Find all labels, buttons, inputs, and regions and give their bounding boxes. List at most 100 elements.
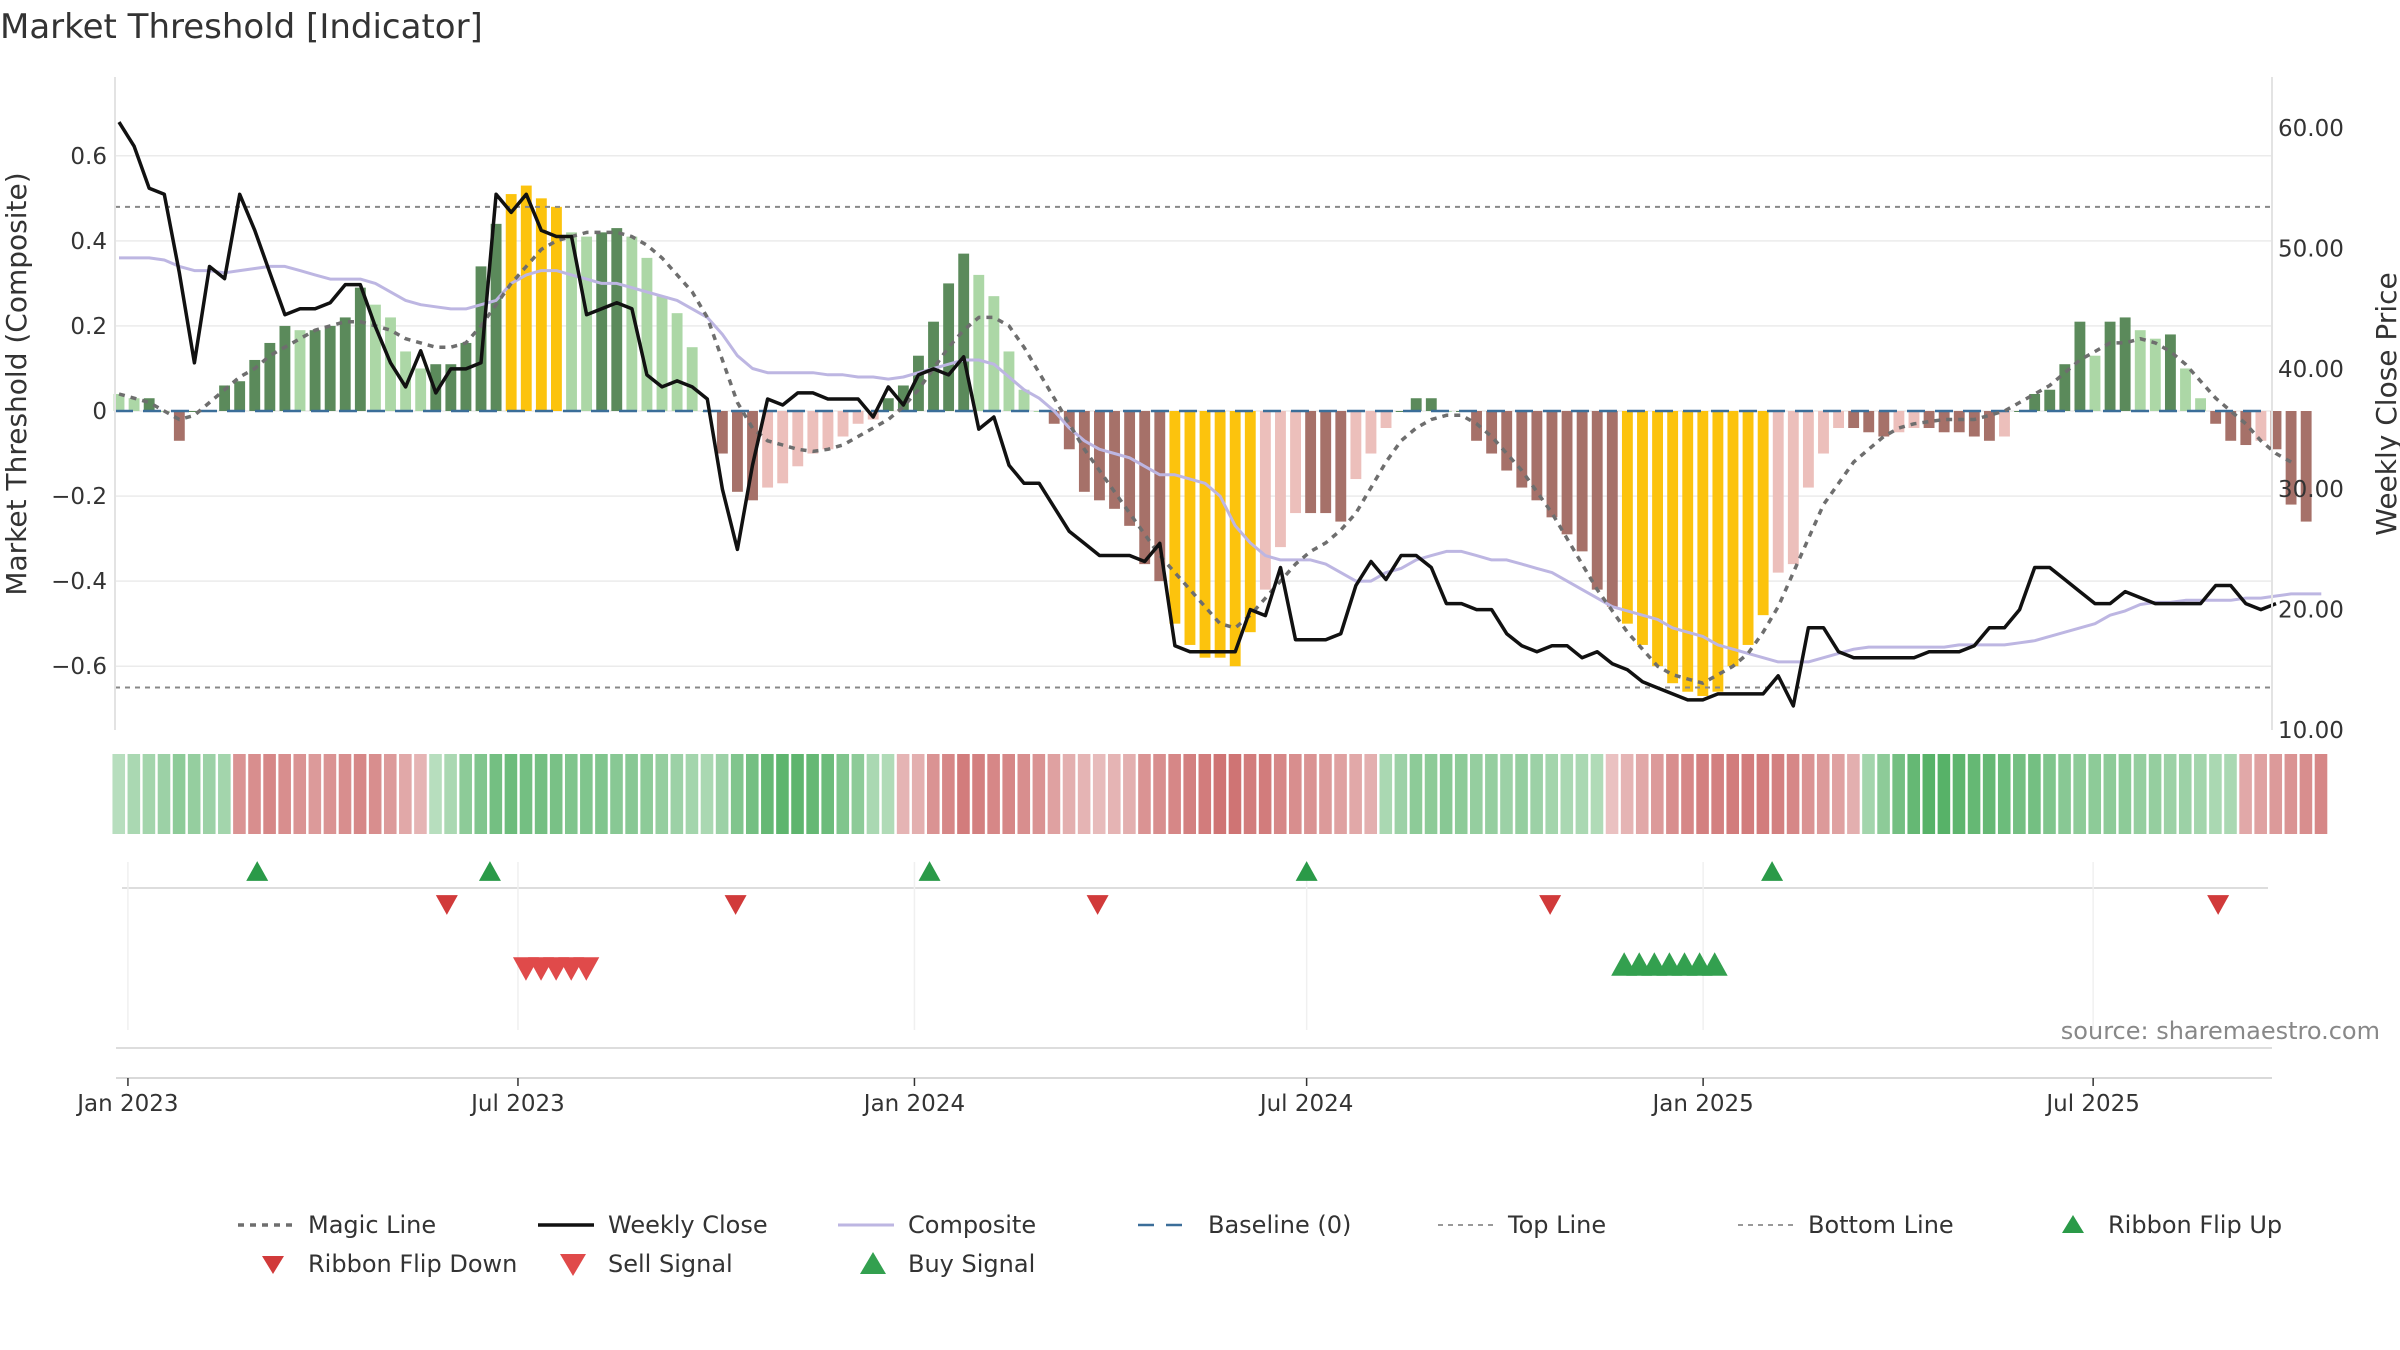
composite-bar [1259,411,1271,590]
composite-bar [1652,411,1663,667]
composite-bar [641,257,653,411]
ribbon-cell [1651,754,1664,834]
composite-bar [369,304,381,411]
composite-bar [777,411,789,484]
composite-bar [1003,351,1015,411]
composite-bar [596,232,608,411]
ribbon-cell [383,754,397,834]
composite-bar [807,411,819,454]
ribbon-cell [172,754,186,834]
composite-bar [400,351,412,411]
ribbon-cell [1183,754,1196,834]
composite-bar [1923,411,1935,429]
ribbon-cell [2103,754,2117,834]
ribbon-cell [2269,754,2283,834]
ribbon-cell [2073,754,2086,834]
left-tick-label: 0.6 [70,144,107,170]
ribbon-cell [2133,754,2147,834]
ribbon-cell [2118,754,2132,834]
legend-label-buy: Buy Signal [908,1250,1035,1278]
ribbon-cell [353,754,367,834]
ribbon-cell [1107,754,1121,834]
ribbon-cell [248,754,261,834]
ribbon-cell [972,754,985,834]
ribbon-cell [1092,754,1106,834]
composite-bar [1169,411,1181,624]
composite-bar [1606,411,1618,607]
composite-bar [1350,411,1362,480]
composite-bar [1290,411,1301,514]
ribbon-cell [1545,754,1559,834]
composite-bar [928,321,939,411]
x-tick-label: Jan 2024 [862,1091,965,1117]
right-tick-label: 20.00 [2278,598,2344,624]
ribbon-cell [1017,754,1031,834]
ribbon-cell [202,754,216,834]
composite-bar [1365,411,1377,454]
composite-bar [1063,411,1075,450]
right-tick-label: 10.00 [2278,718,2344,744]
ribbon-cell [2194,754,2207,834]
ribbon-cell [1364,754,1378,834]
composite-bar [1380,411,1392,429]
ribbon-flip-up-marker [1295,861,1318,881]
composite-bar [1802,411,1814,488]
ribbon-cell [896,754,910,834]
composite-bar [2059,364,2071,411]
composite-bar [2149,338,2161,411]
composite-bar [1938,411,1950,433]
ribbon-cell [1982,754,1996,834]
ribbon-cell [263,754,276,834]
composite-bar [656,296,668,411]
composite-bar [1667,411,1679,684]
ribbon-flip-up-marker [478,861,501,881]
ribbon-cell [1289,754,1302,834]
composite-bar [279,325,291,411]
ribbon-cell [730,754,744,834]
composite-bar [1787,411,1799,565]
ribbon-cell [368,754,382,834]
composite-bar [2089,355,2101,411]
signal-markers [116,861,2272,1049]
composite-bar [1094,411,1105,501]
ribbon-cell [1696,754,1709,834]
composite-bar [2285,411,2297,505]
ribbon-cell [1424,754,1438,834]
composite-bar [1576,411,1588,552]
composite-bar [1712,411,1724,692]
composite-bar [716,411,728,454]
composite-bar [1395,411,1407,412]
ribbon-cell [2224,754,2237,834]
x-tick-label: Jan 2023 [75,1091,178,1117]
ribbon-cell [399,754,412,834]
ribbon-cell [1273,754,1287,834]
ribbon-cell [2209,754,2222,834]
legend-label-composite: Composite [908,1211,1036,1239]
composite-bar [913,355,924,411]
ribbon-cell [700,754,714,834]
ribbon-cell [625,754,638,834]
composite-bar [1214,411,1226,658]
composite-bar [1561,411,1573,535]
chart-title: Market Threshold [Indicator] [0,7,483,47]
composite-bar [1757,411,1769,616]
ribbon-cell [127,754,141,834]
composite-bar [505,194,517,411]
legend-label-magic: Magic Line [308,1211,436,1239]
ribbon-cell [1304,754,1317,834]
composite-bar [2119,317,2131,411]
composite-bar [535,198,547,411]
left-axis: 0.6 0.4 0.2 0 −0.2 −0.4 −0.6 [51,77,116,730]
composite-bar [415,368,427,411]
ribbon-cell [1168,754,1181,834]
ribbon-cell [459,754,472,834]
ribbon-cell [821,754,834,834]
composite-bar [490,223,502,411]
composite-bar [1139,411,1151,565]
composite-bar [249,359,261,411]
ribbon-cell [293,754,307,834]
x-tick-label: Jan 2025 [1650,1091,1753,1117]
right-axis: 60.00 50.00 40.00 30.00 20.00 10.00 [2271,77,2344,744]
right-tick-label: 40.00 [2278,357,2344,383]
ribbon-cell [1816,754,1830,834]
